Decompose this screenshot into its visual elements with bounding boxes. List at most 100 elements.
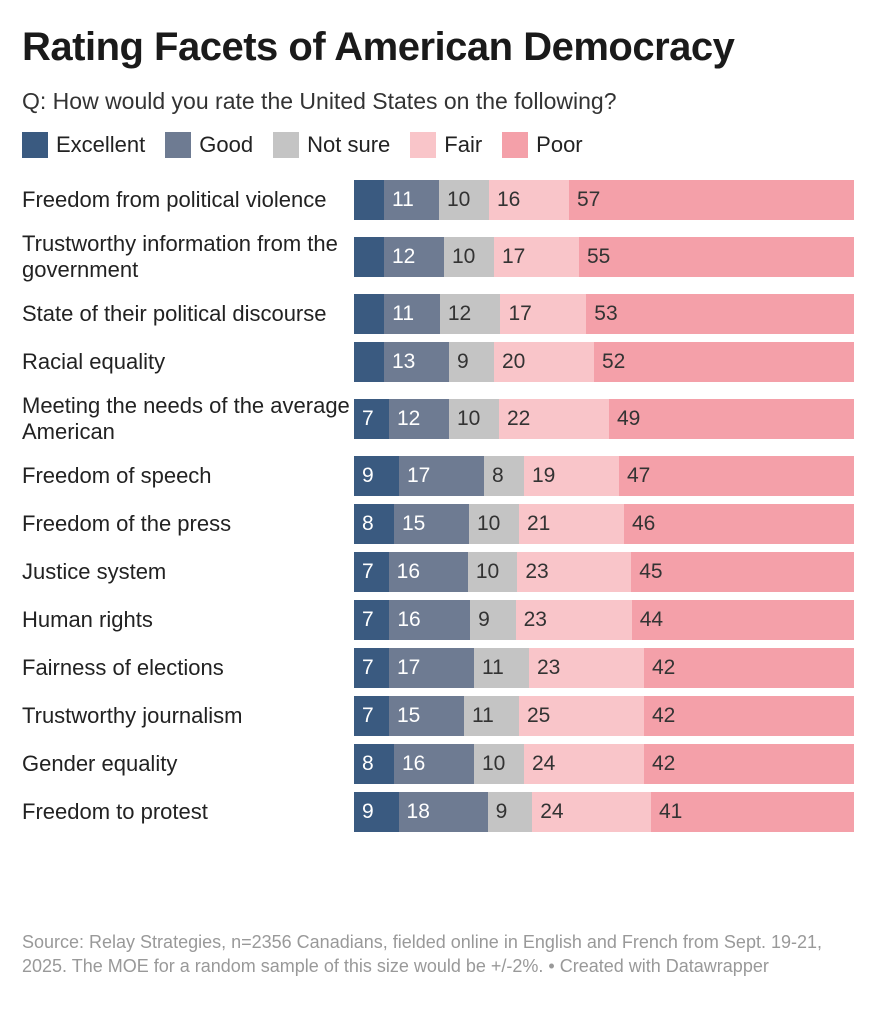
category-label: Trustworthy information from the governm…	[22, 231, 338, 282]
bar-segment-good: 12	[384, 237, 444, 277]
bar-segment-not-sure: 11	[464, 696, 519, 736]
bar-segment-excellent: 8	[354, 504, 394, 544]
category-label: Freedom from political violence	[22, 187, 327, 212]
category-label: Meeting the needs of the average America…	[22, 393, 350, 444]
bar-row: Fairness of elections 7 17 11 23 42	[22, 648, 854, 688]
category-label: Justice system	[22, 559, 167, 584]
bar-segment-poor: 47	[619, 456, 854, 496]
bar-segment-not-sure: 8	[484, 456, 524, 496]
bar-segment-good: 15	[394, 504, 469, 544]
bar-row: Trustworthy journalism 7 15 11 25 42	[22, 696, 854, 736]
stacked-bar: 7 16 9 23 44	[354, 600, 854, 640]
category-label: Racial equality	[22, 349, 166, 374]
bar-segment-good: 18	[398, 792, 488, 832]
bar-segment-poor: 42	[644, 696, 854, 736]
bar-segment-good: 12	[389, 399, 449, 439]
bar-segment-not-sure: 10	[469, 504, 519, 544]
bar-segment-excellent	[354, 342, 384, 382]
category-label: Fairness of elections	[22, 655, 224, 680]
bar-row: Trustworthy information from the governm…	[22, 228, 854, 286]
category-label: Trustworthy journalism	[22, 703, 243, 728]
chart-subtitle: Q: How would you rate the United States …	[22, 88, 617, 114]
bar-row: Racial equality 13 9 20 52	[22, 342, 854, 382]
bar-segment-not-sure: 10	[439, 180, 489, 220]
bar-segment-excellent: 7	[354, 552, 389, 592]
bar-segment-not-sure: 11	[474, 648, 529, 688]
bar-segment-good: 17	[399, 456, 484, 496]
legend-swatch	[273, 132, 300, 158]
stacked-bar: 7 12 10 22 49	[354, 399, 854, 439]
bar-segment-poor: 57	[569, 180, 854, 220]
bar-segment-poor: 41	[650, 792, 854, 832]
legend-item: Not sure	[273, 132, 390, 158]
legend: Excellent Good Not sure Fair Poor	[22, 130, 854, 160]
stacked-bar: 7 17 11 23 42	[354, 648, 854, 688]
bar-segment-good: 16	[389, 600, 471, 640]
bar-row: Meeting the needs of the average America…	[22, 390, 854, 448]
legend-label: Fair	[444, 132, 483, 157]
bar-segment-fair: 17	[494, 237, 579, 277]
bar-segment-fair: 25	[519, 696, 644, 736]
legend-label: Good	[199, 132, 254, 157]
stacked-bar: 8 15 10 21 46	[354, 504, 854, 544]
bar-segment-excellent	[354, 294, 385, 334]
bar-segment-excellent: 8	[354, 744, 394, 784]
bar-rows: Freedom from political violence 11 10 16 57 T…	[22, 180, 854, 832]
bar-segment-fair: 17	[500, 294, 587, 334]
bar-segment-fair: 22	[499, 399, 609, 439]
bar-segment-excellent: 9	[354, 792, 399, 832]
category-label: Human rights	[22, 607, 153, 632]
bar-segment-excellent	[354, 237, 384, 277]
bar-segment-poor: 44	[631, 600, 854, 640]
bar-segment-good: 16	[394, 744, 474, 784]
bar-segment-excellent	[354, 180, 384, 220]
category-label: Freedom of the press	[22, 511, 232, 536]
chart-title: Rating Facets of American Democracy	[22, 25, 735, 69]
category-label: Freedom to protest	[22, 799, 208, 824]
legend-label: Not sure	[307, 132, 391, 157]
bar-segment-good: 11	[384, 180, 439, 220]
bar-segment-fair: 24	[532, 792, 651, 832]
category-label: State of their political discourse	[22, 301, 327, 326]
bar-segment-excellent: 7	[354, 600, 390, 640]
bar-row: Human rights 7 16 9 23 44	[22, 600, 854, 640]
bar-segment-poor: 42	[644, 648, 854, 688]
bar-segment-excellent: 9	[354, 456, 399, 496]
bar-segment-fair: 21	[519, 504, 624, 544]
bar-segment-not-sure: 10	[444, 237, 494, 277]
legend-label: Poor	[536, 132, 583, 157]
bar-segment-poor: 52	[594, 342, 854, 382]
bar-segment-fair: 19	[524, 456, 619, 496]
legend-swatch	[165, 132, 192, 158]
bar-segment-not-sure: 9	[470, 600, 516, 640]
bar-segment-good: 11	[384, 294, 440, 334]
stacked-bar: 11 10 16 57	[354, 180, 854, 220]
stacked-bar: 12 10 17 55	[354, 237, 854, 277]
bar-segment-poor: 46	[624, 504, 854, 544]
bar-segment-good: 17	[389, 648, 474, 688]
bar-row: Gender equality 8 16 10 24 42	[22, 744, 854, 784]
bar-segment-poor: 49	[609, 399, 854, 439]
bar-segment-not-sure: 10	[449, 399, 499, 439]
bar-segment-good: 16	[388, 552, 468, 592]
stacked-bar: 9 18 9 24 41	[354, 792, 854, 832]
legend-item: Poor	[502, 132, 583, 158]
bar-segment-fair: 23	[517, 552, 632, 592]
bar-row: Justice system 7 16 10 23 45	[22, 552, 854, 592]
bar-segment-fair: 23	[515, 600, 632, 640]
legend-swatch	[502, 132, 529, 158]
bar-segment-fair: 24	[524, 744, 644, 784]
legend-swatch	[410, 132, 437, 158]
bar-row: Freedom of the press 8 15 10 21 46	[22, 504, 854, 544]
bar-segment-not-sure: 10	[474, 744, 524, 784]
bar-segment-excellent: 7	[354, 399, 389, 439]
bar-segment-excellent: 7	[354, 696, 389, 736]
bar-segment-poor: 45	[631, 552, 854, 592]
bar-row: Freedom to protest 9 18 9 24 41	[22, 792, 854, 832]
bar-segment-good: 15	[389, 696, 464, 736]
bar-segment-poor: 55	[579, 237, 854, 277]
bar-segment-good: 13	[384, 342, 449, 382]
bar-segment-fair: 23	[529, 648, 644, 688]
bar-row: Freedom from political violence 11 10 16 57	[22, 180, 854, 220]
